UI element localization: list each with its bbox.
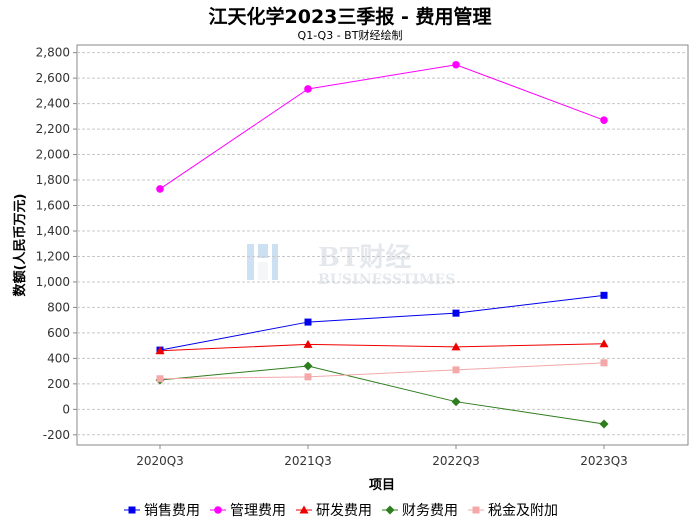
data-point (599, 339, 609, 348)
y-axis-ticks: -200 0 200 400 600 800 1,000 1,200 1,400 1,600 1,8… (36, 46, 77, 442)
y-tick-label: 200 (47, 377, 70, 391)
legend-item: 税金及附加 (468, 503, 558, 519)
legend-label: 财务费用 (402, 503, 458, 519)
data-point (303, 361, 313, 371)
data-point (452, 366, 460, 374)
legend-marker (385, 505, 395, 515)
data-point (452, 309, 460, 317)
x-tick-label: 2022Q3 (432, 454, 480, 468)
data-point (156, 375, 164, 383)
y-tick-label: 1,600 (36, 199, 70, 213)
legend-marker (299, 505, 309, 514)
data-point (303, 339, 313, 348)
y-tick-label: -200 (43, 428, 70, 442)
legend-item: 研发费用 (296, 503, 372, 519)
legend-marker (214, 506, 222, 514)
y-tick-label: 600 (47, 326, 70, 340)
grid-lines (77, 52, 688, 436)
chart-subtitle: Q1-Q3 - BT财经绘制 (297, 29, 403, 42)
data-point (155, 346, 165, 355)
data-point (452, 60, 460, 69)
series-管理费用 (156, 60, 608, 193)
y-tick-label: 1,400 (36, 224, 70, 238)
y-tick-label: 2,800 (36, 46, 70, 60)
y-tick-label: 800 (47, 300, 70, 314)
data-point (599, 419, 609, 429)
y-tick-label: 2,600 (36, 71, 70, 85)
y-tick-label: 0 (62, 402, 70, 416)
series-研发费用 (155, 339, 609, 355)
y-axis-title: 数额(人民币万元) (12, 194, 28, 297)
series-line (159, 362, 605, 380)
data-point (600, 359, 608, 367)
y-tick-label: 2,400 (36, 97, 70, 111)
data-point (304, 373, 312, 381)
watermark-cn-text: BT财经 (318, 242, 411, 273)
data-point (451, 397, 461, 407)
legend-label: 销售费用 (144, 503, 200, 519)
series-line (159, 343, 605, 352)
x-tick-label: 2023Q3 (580, 454, 628, 468)
y-tick-label: 1,800 (36, 173, 70, 187)
series-税金及附加 (156, 359, 608, 383)
x-tick-label: 2021Q3 (284, 454, 332, 468)
y-tick-label: 1,200 (36, 249, 70, 263)
data-point (304, 318, 312, 326)
legend-item: 财务费用 (382, 503, 458, 519)
legend-item: 销售费用 (124, 503, 200, 519)
series-line (159, 294, 605, 351)
x-axis-ticks: 2020Q3 2021Q3 2022Q3 2023Q3 (136, 445, 628, 468)
x-tick-label: 2020Q3 (136, 454, 184, 468)
data-point (600, 116, 608, 124)
data-point (156, 185, 164, 193)
legend-label: 研发费用 (316, 503, 372, 519)
y-tick-label: 1,000 (36, 275, 70, 289)
legend-label: 税金及附加 (488, 503, 558, 519)
legend-marker (472, 506, 480, 514)
series-line (159, 64, 605, 190)
legend-marker (128, 506, 136, 514)
series-line (159, 365, 605, 425)
series-group (155, 60, 609, 429)
chart-title: 江天化学2023三季报 - 费用管理 (208, 6, 492, 28)
watermark-logo: BT财经 BUSINESSTIMES (247, 242, 455, 288)
y-tick-label: 2,000 (36, 148, 70, 162)
legend-item: 管理费用 (210, 503, 286, 519)
legend: 销售费用 管理费用 研发费用 财务费用 税金及附加 (124, 503, 558, 519)
watermark-en-text: BUSINESSTIMES (318, 272, 455, 288)
y-tick-label: 2,200 (36, 122, 70, 136)
data-point (600, 291, 608, 299)
y-tick-label: 400 (47, 351, 70, 365)
data-point (304, 85, 312, 93)
x-axis-title: 项目 (369, 478, 395, 493)
legend-label: 管理费用 (230, 503, 286, 519)
data-point (451, 342, 461, 351)
